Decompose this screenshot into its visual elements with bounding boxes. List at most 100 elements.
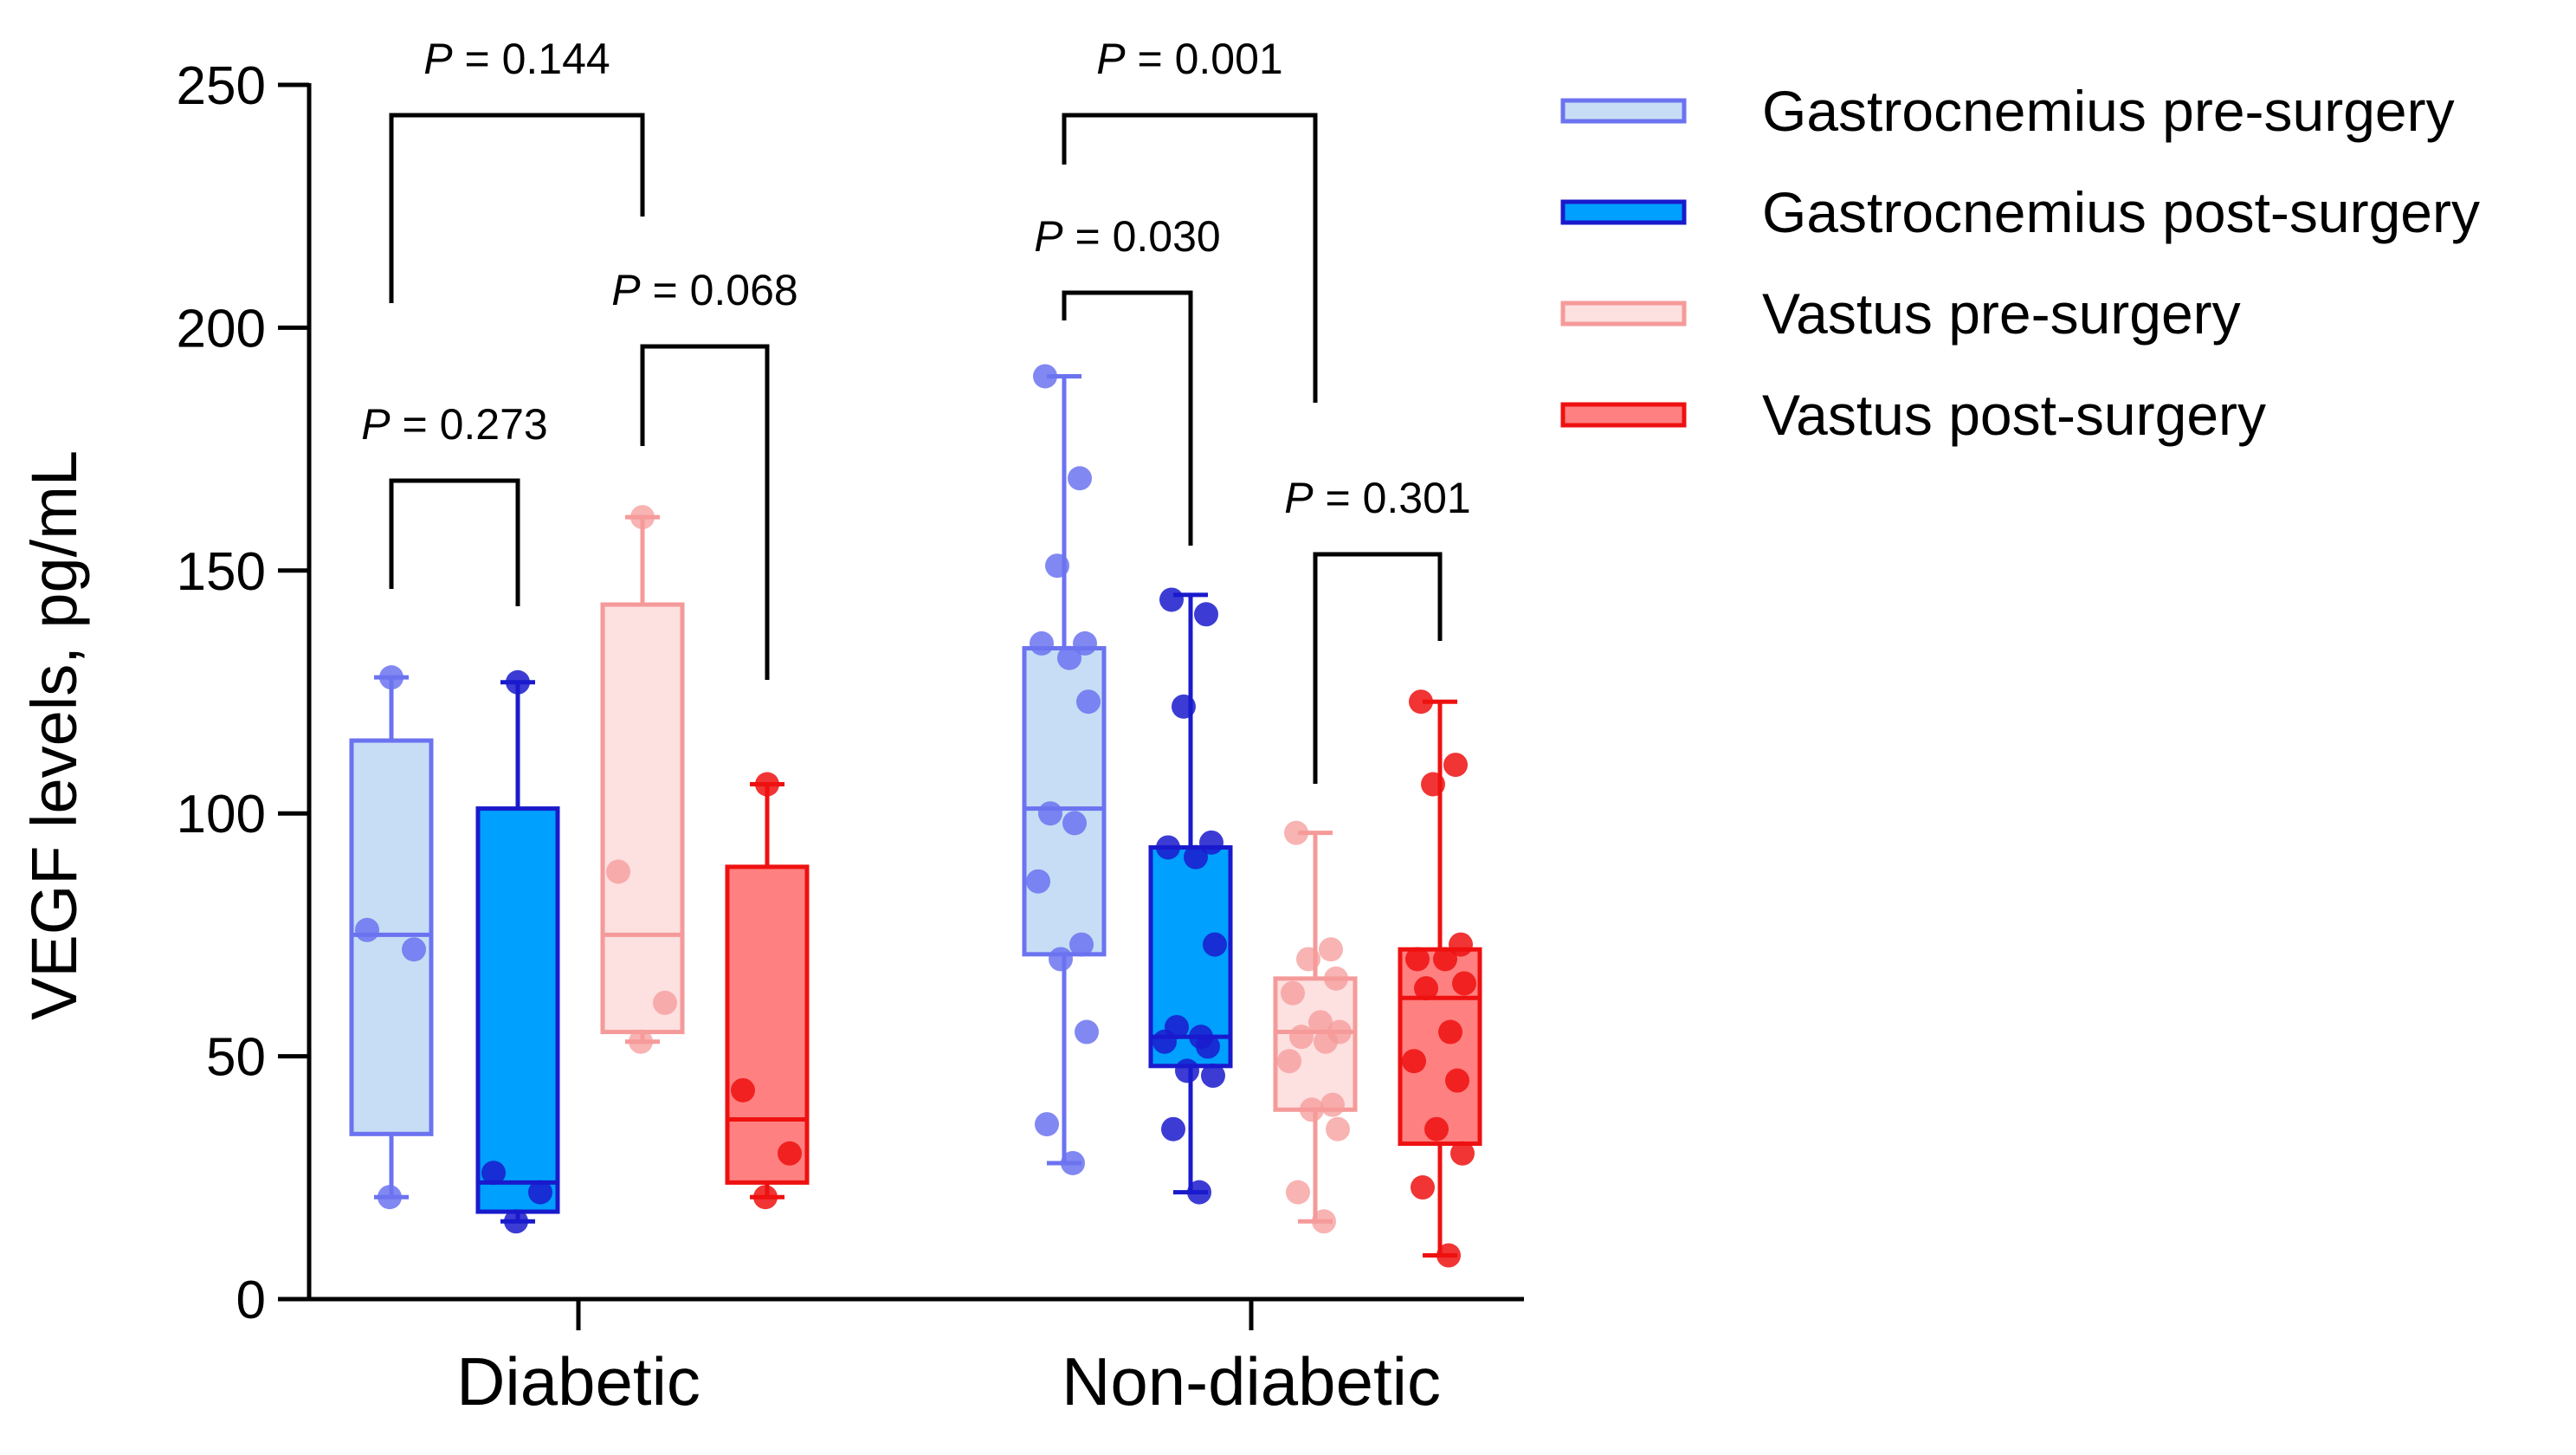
data-point — [481, 1161, 506, 1186]
data-point — [1203, 932, 1227, 957]
comparison-bracket: P = 0.068 — [611, 266, 798, 680]
y-axis-title: VEGF levels, pg/mL — [18, 450, 90, 1020]
data-point — [1073, 630, 1097, 656]
data-point — [1187, 1180, 1211, 1205]
data-point — [1062, 811, 1087, 836]
box-iqr — [475, 806, 560, 1214]
data-point — [402, 937, 426, 962]
data-point — [1319, 937, 1343, 962]
comparison-bracket: P = 0.273 — [361, 400, 548, 606]
data-point — [1196, 1034, 1220, 1059]
legend-item: Gastrocnemius pre-surgery — [1560, 79, 2455, 143]
data-point — [778, 1141, 802, 1166]
data-point — [1049, 947, 1073, 972]
data-point — [1300, 1097, 1324, 1122]
legend-item: Vastus post-surgery — [1560, 383, 2266, 447]
data-point — [1161, 1116, 1185, 1141]
p-value-label: P = 0.001 — [1096, 35, 1282, 83]
data-point — [1184, 844, 1208, 870]
data-point — [1414, 976, 1438, 1001]
data-point — [1411, 1175, 1435, 1200]
data-point — [1436, 1243, 1461, 1268]
bracket-line — [640, 344, 770, 680]
x-category-label: Diabetic — [456, 1343, 700, 1419]
data-point — [1026, 869, 1050, 894]
data-point — [1320, 1092, 1345, 1117]
data-point — [1030, 630, 1054, 656]
data-point — [1075, 1019, 1099, 1044]
legend-item: Gastrocnemius post-surgery — [1560, 180, 2480, 244]
data-point — [1076, 689, 1101, 715]
data-point — [1033, 364, 1057, 389]
data-point — [1057, 645, 1081, 670]
y-tick-label: 0 — [236, 1271, 266, 1330]
box-group — [349, 665, 434, 1210]
legend-label: Vastus post-surgery — [1762, 383, 2266, 447]
comparison-bracket: P = 0.301 — [1284, 474, 1471, 784]
data-point — [1156, 835, 1180, 860]
data-point — [504, 1209, 528, 1234]
y-tick-label: 200 — [177, 299, 266, 359]
y-tick-label: 100 — [177, 785, 266, 844]
p-value-label: P = 0.144 — [423, 35, 610, 83]
series-2 — [475, 587, 1233, 1234]
box-iqr — [600, 602, 685, 1035]
data-point — [1445, 1068, 1469, 1093]
comparison-bracket: P = 0.144 — [389, 35, 645, 303]
data-point — [753, 1185, 778, 1210]
data-point — [355, 917, 379, 942]
bracket-line — [1062, 113, 1318, 403]
y-tick-label: 250 — [177, 56, 266, 116]
data-point — [528, 1180, 552, 1205]
data-point — [506, 669, 530, 695]
data-point — [1175, 1058, 1199, 1083]
data-point — [1201, 1064, 1225, 1089]
data-point — [1199, 830, 1223, 855]
data-point — [1068, 466, 1092, 491]
data-point — [629, 1029, 653, 1054]
legend-swatch — [1560, 402, 1687, 428]
data-point — [1061, 1150, 1085, 1175]
data-point — [1289, 1025, 1314, 1050]
data-point — [1152, 1029, 1177, 1054]
p-value-label: P = 0.301 — [1284, 474, 1470, 522]
legend-label: Vastus pre-surgery — [1762, 281, 2241, 346]
data-point — [731, 1077, 755, 1103]
data-point — [379, 665, 404, 690]
data-point — [653, 990, 677, 1015]
data-point — [1449, 932, 1473, 957]
legend-swatch — [1560, 98, 1687, 124]
bracket-line — [389, 478, 520, 606]
legend-swatch — [1560, 301, 1687, 327]
y-tick-label: 50 — [206, 1028, 266, 1088]
box-iqr — [725, 864, 810, 1185]
data-point — [1035, 1112, 1059, 1137]
p-value-label: P = 0.068 — [611, 266, 797, 314]
data-point — [1402, 1049, 1426, 1074]
data-point — [1438, 1019, 1462, 1044]
legend: Gastrocnemius pre-surgery Gastrocnemius p… — [1560, 79, 2480, 447]
data-point — [1314, 1029, 1338, 1054]
data-point — [1038, 801, 1062, 826]
box-iqr — [1148, 844, 1233, 1069]
data-point — [378, 1185, 402, 1210]
bracket-line — [1313, 552, 1443, 784]
series-4 — [725, 689, 1482, 1268]
data-point — [606, 859, 630, 884]
comparison-bracket: P = 0.001 — [1062, 35, 1318, 403]
data-point — [630, 505, 655, 530]
data-point — [1277, 1049, 1301, 1074]
box-group — [475, 669, 560, 1234]
legend-label: Gastrocnemius pre-surgery — [1762, 79, 2455, 143]
data-point — [1308, 1010, 1333, 1035]
data-point — [1421, 772, 1445, 797]
data-point — [1450, 1141, 1475, 1166]
box-series — [349, 364, 1482, 1268]
data-point — [1312, 1209, 1336, 1234]
data-point — [1194, 602, 1218, 627]
legend-label: Gastrocnemius post-surgery — [1762, 180, 2480, 244]
data-point — [1424, 1116, 1449, 1141]
data-point — [1296, 947, 1320, 972]
